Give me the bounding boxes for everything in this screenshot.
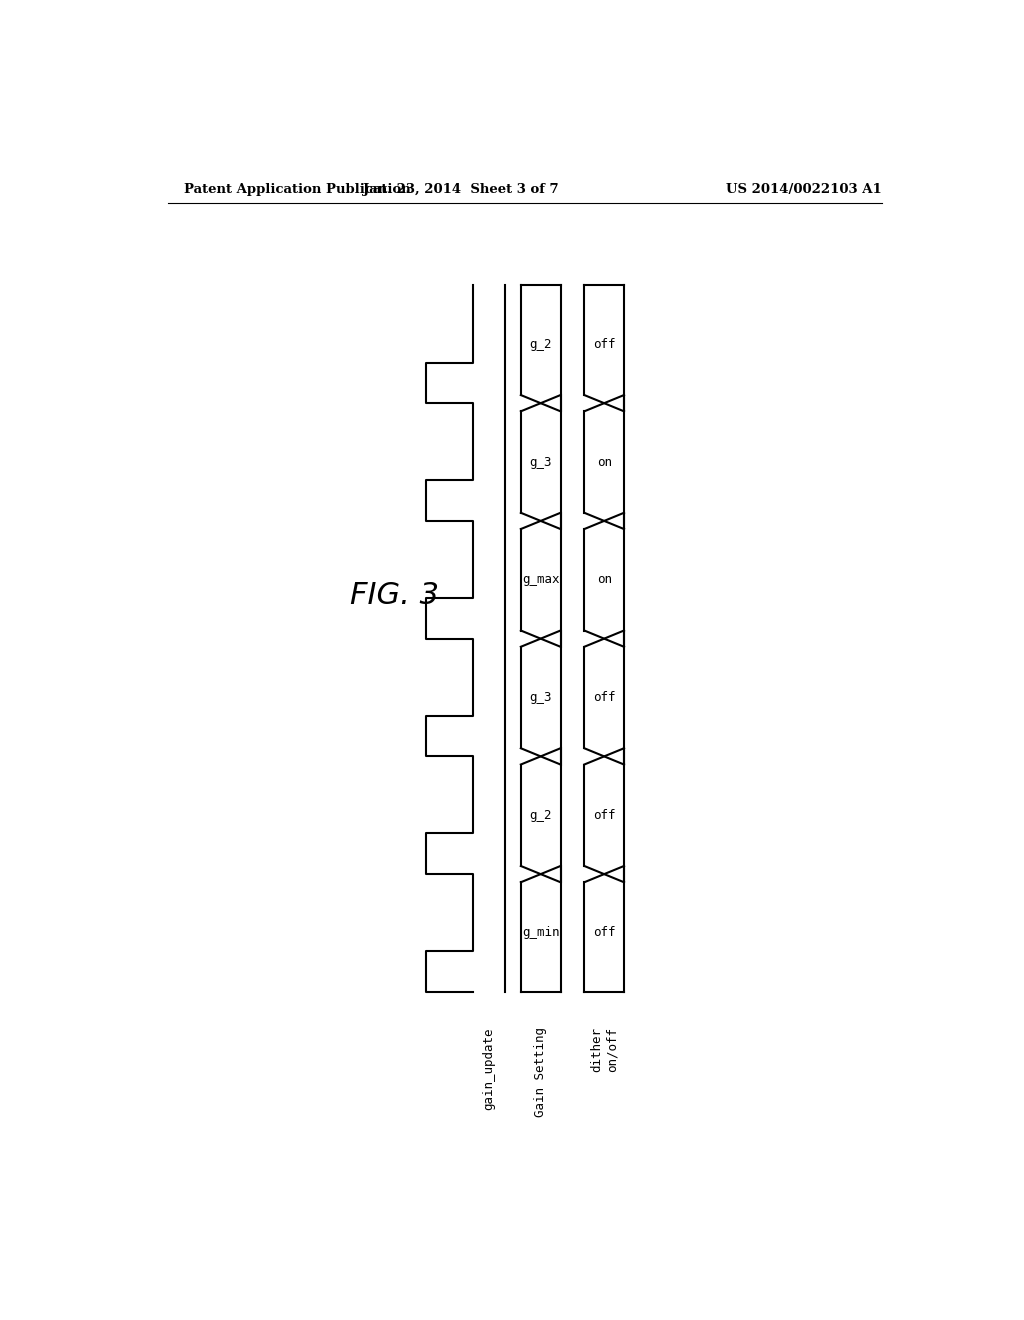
Text: g_2: g_2 (529, 338, 552, 351)
Text: g_min: g_min (522, 927, 559, 940)
Text: off: off (593, 690, 615, 704)
Text: g_2: g_2 (529, 809, 552, 822)
Text: Patent Application Publication: Patent Application Publication (183, 182, 411, 195)
Text: dither
on/off: dither on/off (590, 1027, 618, 1072)
Text: g_3: g_3 (529, 455, 552, 469)
Text: g_max: g_max (522, 573, 559, 586)
Text: gain_update: gain_update (482, 1027, 496, 1110)
Text: US 2014/0022103 A1: US 2014/0022103 A1 (726, 182, 882, 195)
Text: FIG. 3: FIG. 3 (350, 581, 439, 610)
Text: off: off (593, 927, 615, 940)
Text: on: on (597, 573, 611, 586)
Text: g_3: g_3 (529, 690, 552, 704)
Text: off: off (593, 809, 615, 822)
Text: off: off (593, 338, 615, 351)
Text: Jan. 23, 2014  Sheet 3 of 7: Jan. 23, 2014 Sheet 3 of 7 (364, 182, 559, 195)
Text: on: on (597, 455, 611, 469)
Text: Gain Setting: Gain Setting (535, 1027, 547, 1118)
